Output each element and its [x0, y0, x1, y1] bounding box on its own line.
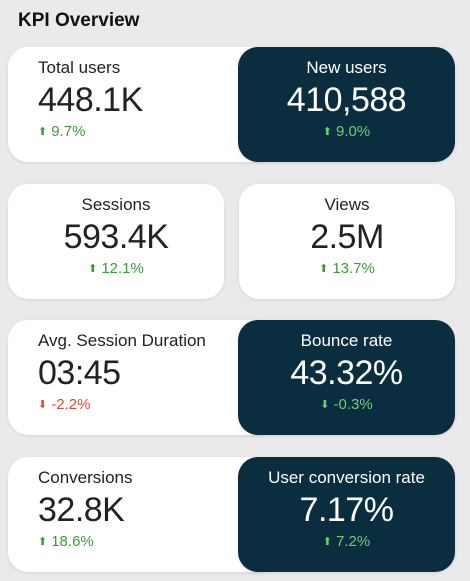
kpi-delta-value: 7.2%	[336, 533, 371, 550]
kpi-delta: ⬆ 13.7%	[239, 260, 455, 278]
arrow-up-icon: ⬆	[38, 536, 48, 548]
kpi-value: 03:45	[38, 354, 121, 392]
arrow-up-icon: ⬆	[88, 263, 98, 275]
kpi-card-total-users[interactable]: Total users 448.1K ⬆ 9.7%	[8, 47, 278, 162]
kpi-row: Sessions 593.4K ⬆ 12.1% Views 2.5M ⬆ 13.7%	[8, 184, 455, 299]
kpi-label: Avg. Session Duration	[38, 331, 206, 350]
arrow-down-icon: ⬇	[320, 399, 330, 411]
kpi-value: 410,588	[286, 81, 407, 119]
kpi-delta-value: 18.6%	[51, 533, 94, 550]
kpi-card-new-users[interactable]: New users 410,588 ⬆ 9.0%	[238, 47, 455, 162]
kpi-delta: ⬆ 7.2%	[238, 533, 455, 551]
kpi-row: Conversions 32.8K ⬆ 18.6% User conversion…	[8, 457, 455, 572]
kpi-value: 2.5M	[310, 218, 384, 256]
arrow-up-icon: ⬆	[38, 126, 48, 138]
kpi-card-avg-session-duration[interactable]: Avg. Session Duration 03:45 ⬇ -2.2%	[8, 320, 278, 435]
kpi-delta-value: -0.3%	[333, 396, 373, 413]
kpi-label: User conversion rate	[268, 468, 425, 487]
kpi-value: 32.8K	[38, 491, 125, 529]
kpi-label: Sessions	[81, 195, 151, 214]
kpi-label: New users	[306, 58, 387, 77]
kpi-delta: ⬇ -2.2%	[38, 396, 206, 414]
kpi-delta: ⬆ 9.7%	[38, 123, 143, 141]
kpi-delta: ⬆ 12.1%	[8, 260, 224, 278]
kpi-label: Conversions	[38, 468, 133, 487]
kpi-label: Bounce rate	[300, 331, 393, 350]
kpi-delta: ⬇ -0.3%	[238, 396, 455, 414]
kpi-value: 448.1K	[38, 81, 143, 119]
kpi-delta-value: -2.2%	[51, 396, 91, 413]
kpi-delta: ⬆ 9.0%	[238, 123, 455, 141]
kpi-value: 593.4K	[63, 218, 169, 256]
kpi-card-bounce-rate[interactable]: Bounce rate 43.32% ⬇ -0.3%	[238, 320, 455, 435]
kpi-value: 7.17%	[299, 491, 394, 529]
kpi-delta: ⬆ 18.6%	[38, 533, 133, 551]
arrow-down-icon: ⬇	[38, 399, 48, 411]
arrow-up-icon: ⬆	[322, 126, 332, 138]
page-title: KPI Overview	[18, 10, 140, 31]
kpi-card-conversions[interactable]: Conversions 32.8K ⬆ 18.6%	[8, 457, 278, 572]
kpi-delta-value: 9.7%	[51, 123, 86, 140]
arrow-up-icon: ⬆	[319, 263, 329, 275]
arrow-up-icon: ⬆	[322, 536, 332, 548]
kpi-card-views[interactable]: Views 2.5M ⬆ 13.7%	[239, 184, 455, 299]
kpi-label: Views	[324, 195, 370, 214]
kpi-delta-value: 12.1%	[101, 260, 144, 277]
kpi-card-sessions[interactable]: Sessions 593.4K ⬆ 12.1%	[8, 184, 224, 299]
kpi-row: Avg. Session Duration 03:45 ⬇ -2.2% Bounc…	[8, 320, 455, 435]
kpi-row: Total users 448.1K ⬆ 9.7% New users 410,5…	[8, 47, 455, 162]
kpi-value: 43.32%	[290, 354, 403, 392]
kpi-delta-value: 9.0%	[336, 123, 371, 140]
kpi-label: Total users	[38, 58, 121, 77]
kpi-card-user-conversion-rate[interactable]: User conversion rate 7.17% ⬆ 7.2%	[238, 457, 455, 572]
kpi-delta-value: 13.7%	[332, 260, 375, 277]
